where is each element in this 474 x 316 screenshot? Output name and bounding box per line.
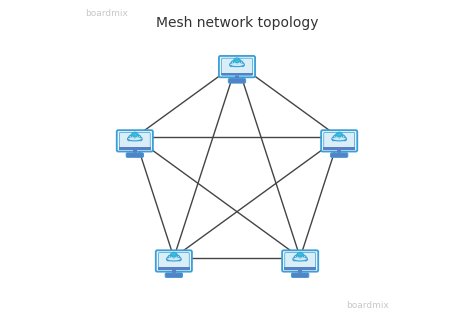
- FancyBboxPatch shape: [292, 273, 309, 277]
- Circle shape: [336, 132, 343, 139]
- FancyBboxPatch shape: [324, 132, 355, 150]
- FancyBboxPatch shape: [330, 153, 348, 157]
- Circle shape: [230, 63, 233, 66]
- FancyBboxPatch shape: [284, 267, 316, 270]
- FancyBboxPatch shape: [222, 58, 252, 76]
- Circle shape: [294, 255, 299, 260]
- Circle shape: [241, 63, 244, 66]
- Circle shape: [166, 258, 170, 261]
- FancyBboxPatch shape: [119, 132, 150, 150]
- Ellipse shape: [293, 257, 307, 261]
- FancyBboxPatch shape: [126, 153, 144, 157]
- FancyBboxPatch shape: [158, 267, 190, 270]
- Ellipse shape: [230, 63, 244, 67]
- Circle shape: [175, 255, 180, 260]
- Circle shape: [173, 258, 174, 259]
- Circle shape: [134, 138, 135, 139]
- FancyBboxPatch shape: [117, 130, 153, 152]
- Circle shape: [293, 258, 296, 261]
- Circle shape: [332, 137, 335, 141]
- Circle shape: [178, 258, 181, 261]
- Text: Mesh network topology: Mesh network topology: [156, 16, 318, 30]
- FancyBboxPatch shape: [133, 149, 137, 154]
- FancyBboxPatch shape: [321, 130, 357, 152]
- Circle shape: [136, 135, 141, 140]
- Ellipse shape: [128, 137, 142, 141]
- Ellipse shape: [293, 257, 307, 261]
- FancyBboxPatch shape: [221, 73, 253, 75]
- Circle shape: [238, 61, 243, 66]
- FancyBboxPatch shape: [119, 147, 151, 149]
- Circle shape: [128, 137, 131, 141]
- FancyBboxPatch shape: [228, 79, 246, 83]
- Ellipse shape: [128, 137, 142, 141]
- FancyBboxPatch shape: [172, 270, 176, 274]
- FancyBboxPatch shape: [323, 147, 355, 149]
- FancyBboxPatch shape: [165, 273, 182, 277]
- FancyBboxPatch shape: [337, 149, 341, 154]
- Circle shape: [170, 252, 177, 259]
- FancyBboxPatch shape: [285, 252, 316, 270]
- Ellipse shape: [230, 63, 244, 67]
- FancyBboxPatch shape: [219, 56, 255, 77]
- Circle shape: [340, 135, 345, 140]
- Circle shape: [339, 138, 340, 139]
- Text: boardmix: boardmix: [85, 9, 128, 18]
- Circle shape: [300, 258, 301, 259]
- FancyBboxPatch shape: [298, 270, 302, 274]
- Circle shape: [129, 135, 134, 140]
- Ellipse shape: [167, 257, 181, 261]
- Ellipse shape: [332, 137, 346, 141]
- FancyBboxPatch shape: [158, 252, 189, 270]
- Circle shape: [168, 255, 173, 260]
- Circle shape: [304, 258, 308, 261]
- FancyBboxPatch shape: [282, 250, 318, 272]
- Circle shape: [343, 137, 346, 141]
- FancyBboxPatch shape: [235, 75, 239, 80]
- Circle shape: [131, 132, 138, 139]
- Ellipse shape: [332, 137, 346, 141]
- FancyBboxPatch shape: [156, 250, 192, 272]
- Circle shape: [139, 137, 142, 141]
- Circle shape: [234, 58, 240, 65]
- Ellipse shape: [167, 257, 181, 261]
- Circle shape: [231, 61, 236, 66]
- Circle shape: [297, 252, 304, 259]
- Circle shape: [333, 135, 338, 140]
- Circle shape: [301, 255, 306, 260]
- Text: boardmix: boardmix: [346, 301, 389, 310]
